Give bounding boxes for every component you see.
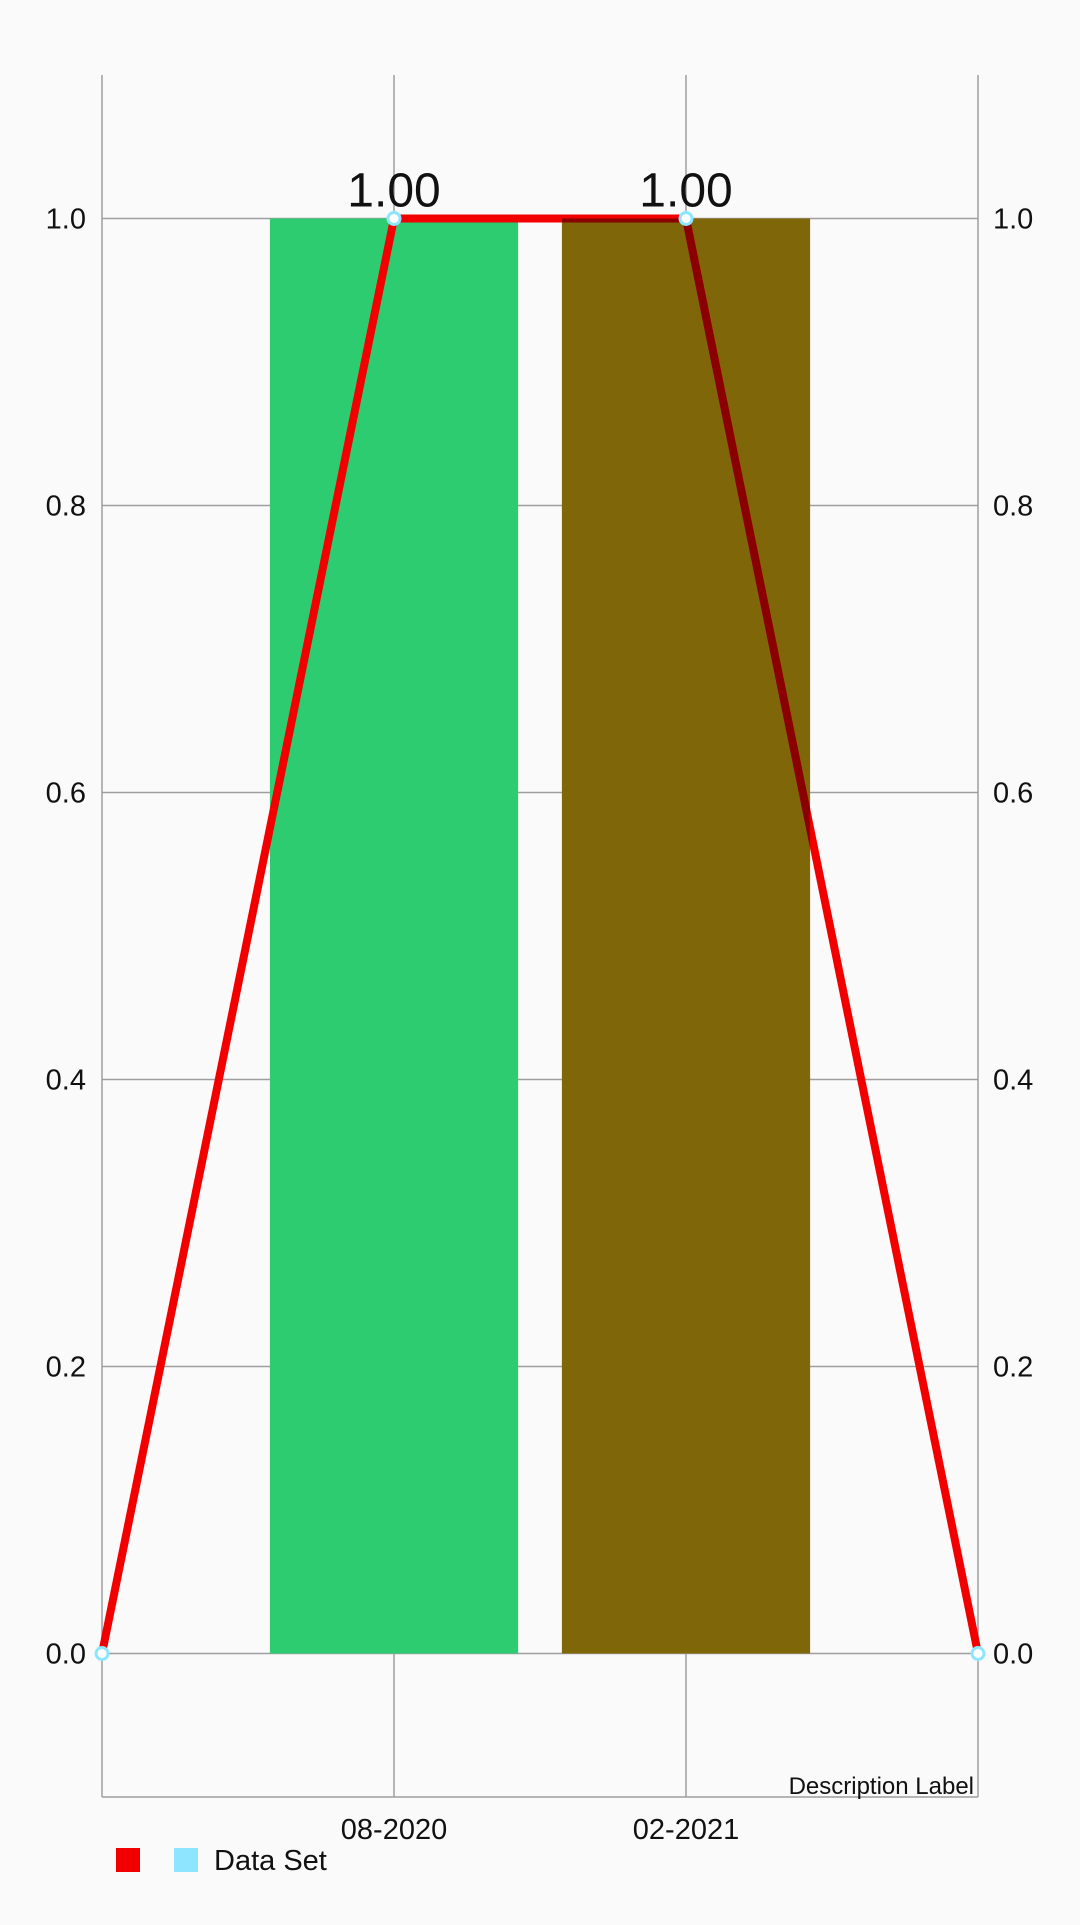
y-tick-label-left: 0.0 [46,1639,86,1671]
bar [269,218,519,1654]
line-layer [94,211,986,1661]
description-label: Description Label [789,1773,974,1800]
legend-label: Data Set [214,1845,327,1877]
y-tick-label-left: 0.4 [46,1065,86,1097]
line-series [98,214,982,1655]
y-tick-label-left: 0.2 [46,1352,86,1384]
y-tick-label-right: 0.4 [993,1065,1033,1097]
y-tick-label-left: 1.0 [46,204,86,236]
y-tick-label-left: 0.8 [46,491,86,523]
y-tick-label-right: 1.0 [993,204,1033,236]
line-point [94,1646,110,1661]
value-label: 1.00 [347,165,440,218]
legend: Data Set [116,1845,327,1877]
bar [561,218,811,1654]
x-tick-label: 08-2020 [341,1814,447,1846]
value-label: 1.00 [639,165,732,218]
legend-swatch [116,1848,140,1872]
y-tick-label-left: 0.6 [46,778,86,810]
line-point [970,1646,986,1661]
y-tick-label-right: 0.0 [993,1639,1033,1671]
axis-layer [101,75,979,1798]
label-layer: 0.0 0.0 0.2 0.2 0.4 0.4 0.6 0.6 0.8 0.8 1.0 1.0 08-2… [46,165,1034,1847]
line-series-overlap [561,218,811,849]
line-point [678,211,694,226]
y-tick-label-right: 0.8 [993,491,1033,523]
y-tick-label-right: 0.6 [993,778,1033,810]
legend-swatch [174,1848,198,1872]
bar-layer [269,218,811,1654]
grid-layer [102,75,978,1797]
y-tick-label-right: 0.2 [993,1352,1033,1384]
x-tick-label: 02-2021 [633,1814,739,1846]
line-point [386,211,402,226]
